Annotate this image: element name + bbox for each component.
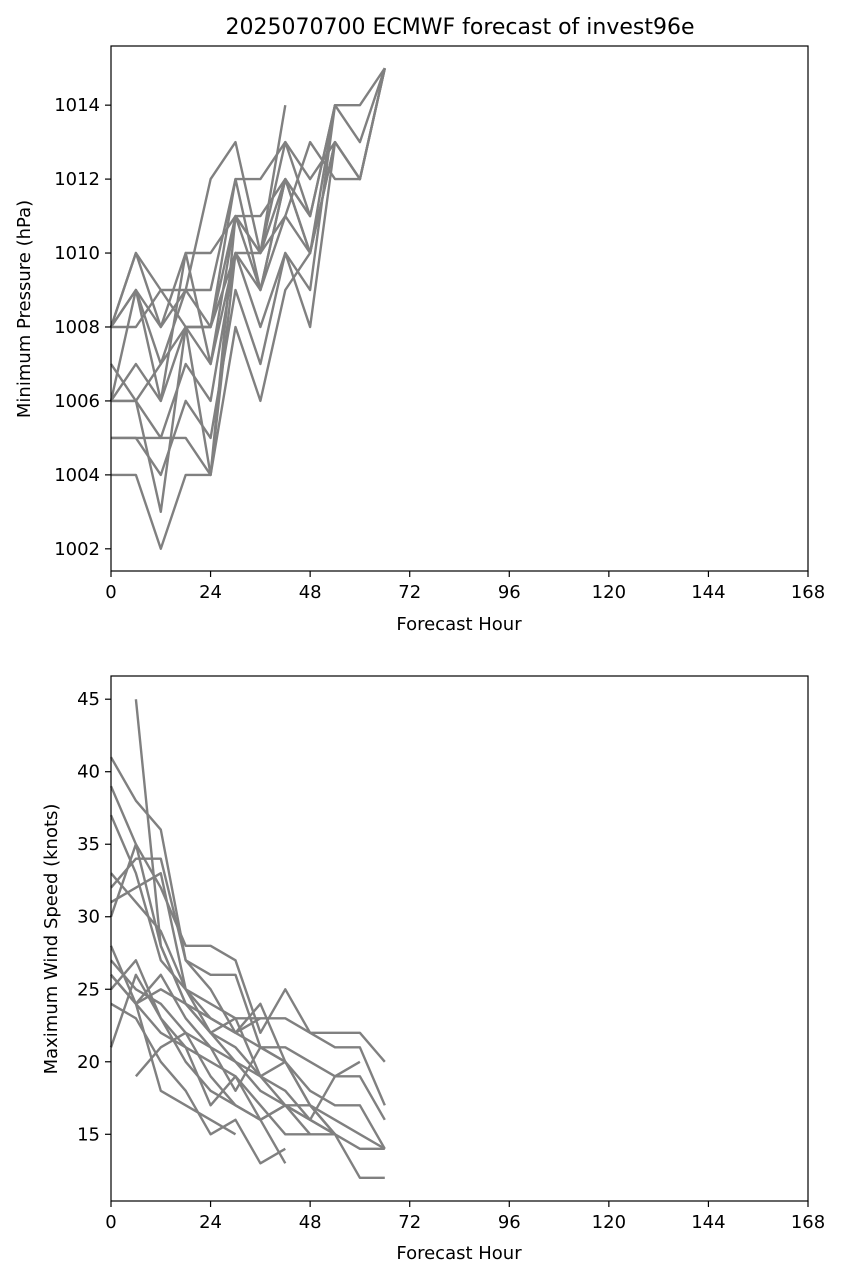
- wind-x-tick-label: 48: [299, 1212, 322, 1233]
- wind-member-line-2: [109, 756, 386, 1121]
- wind-x-ticks: 0 24 48 72 96 120 144 168: [105, 1201, 825, 1233]
- wind-member-line-16: [135, 988, 262, 1035]
- wind-x-tick-label: 120: [592, 1212, 626, 1233]
- pressure-y-tick-label: 1006: [54, 391, 100, 412]
- wind-y-tick-label: 15: [77, 1124, 100, 1145]
- wind-y-axis-label: Maximum Wind Speed (knots): [41, 804, 62, 1075]
- pressure-x-tick-label: 144: [691, 582, 725, 603]
- pressure-member-line-2: [110, 67, 386, 329]
- pressure-x-tick-label: 96: [498, 582, 521, 603]
- wind-member-line-17: [110, 974, 237, 1136]
- pressure-x-tick-label: 0: [105, 582, 116, 603]
- pressure-y-tick-label: 1012: [54, 169, 100, 190]
- pressure-x-axis-label: Forecast Hour: [396, 614, 522, 635]
- wind-axes-frame: [110, 675, 809, 1202]
- wind-member-line-15: [134, 1031, 286, 1093]
- wind-y-ticks: 15 20 25 30 35 40 45: [77, 689, 111, 1145]
- pressure-x-tick-label: 168: [791, 582, 825, 603]
- wind-series-group: [109, 699, 386, 1180]
- pressure-member-line-1: [109, 67, 386, 329]
- wind-x-tick-label: 24: [199, 1212, 222, 1233]
- wind-member-line-12: [110, 959, 312, 1136]
- pressure-x-tick-label: 72: [398, 582, 421, 603]
- wind-member-line-7: [110, 872, 385, 1180]
- pressure-y-ticks: 1002 1004 1006 1008 1010 1012 1014: [54, 95, 111, 560]
- wind-y-tick-label: 35: [77, 834, 100, 855]
- pressure-axes-frame: [110, 45, 809, 572]
- wind-y-tick-label: 45: [77, 689, 100, 710]
- pressure-member-line-8: [110, 141, 337, 403]
- pressure-series-group: [109, 67, 386, 550]
- pressure-y-tick-label: 1004: [54, 465, 100, 486]
- pressure-y-tick-label: 1014: [54, 95, 100, 116]
- wind-x-tick-label: 0: [105, 1212, 116, 1233]
- pressure-x-tick-label: 120: [592, 582, 626, 603]
- wind-x-tick-label: 96: [498, 1212, 521, 1233]
- wind-y-tick-label: 30: [77, 907, 100, 928]
- wind-member-line-3: [109, 785, 386, 1063]
- pressure-y-tick-label: 1008: [54, 317, 100, 338]
- pressure-member-line-13: [111, 252, 237, 477]
- chart-title: 2025070700 ECMWF forecast of invest96e: [226, 15, 695, 40]
- pressure-x-tick-label: 24: [199, 582, 222, 603]
- pressure-y-tick-label: 1010: [54, 243, 100, 264]
- wind-x-tick-label: 168: [791, 1212, 825, 1233]
- pressure-x-ticks: 0 24 48 72 96 120 144 168: [105, 571, 825, 603]
- wind-x-axis-label: Forecast Hour: [396, 1243, 522, 1264]
- wind-y-tick-label: 40: [77, 762, 100, 783]
- pressure-panel: 0 24 48 72 96 120 144 168 100210041006100810101…: [14, 45, 825, 635]
- pressure-member-line-6: [109, 105, 287, 403]
- pressure-x-tick-label: 48: [299, 582, 322, 603]
- wind-y-tick-label: 25: [77, 979, 100, 1000]
- wind-y-tick-label: 20: [77, 1052, 100, 1073]
- pressure-y-tick-label: 1002: [54, 539, 100, 560]
- wind-x-tick-label: 72: [398, 1212, 421, 1233]
- wind-x-tick-label: 144: [691, 1212, 725, 1233]
- wind-panel: 0 24 48 72 96 120 144 168 15 20 25 30 35 40 45 Foreca…: [41, 675, 825, 1264]
- wind-member-line-14: [109, 973, 287, 1164]
- pressure-y-axis-label: Minimum Pressure (hPa): [14, 200, 35, 418]
- wind-member-line-6: [110, 857, 386, 1150]
